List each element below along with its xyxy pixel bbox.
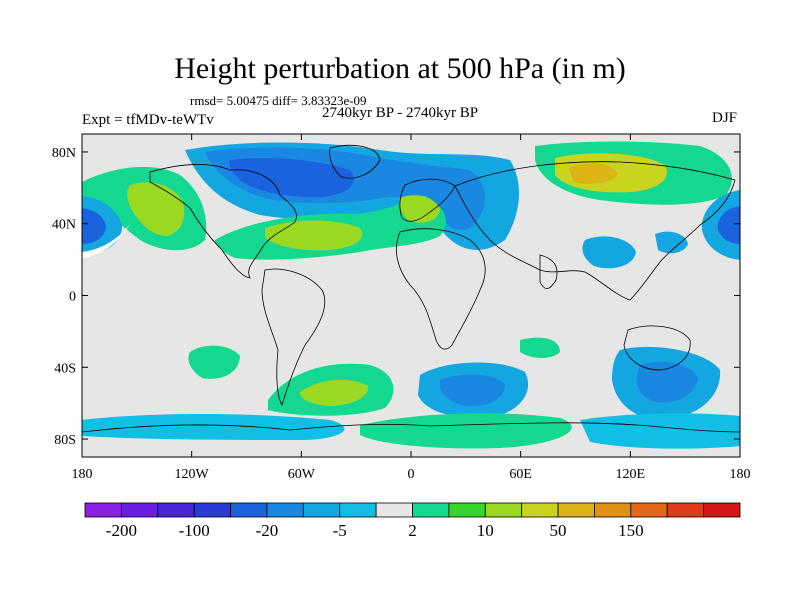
latitude-axis: 80N 40N 0 40S 80S — [52, 146, 740, 448]
colorbar-swatch-17 — [703, 502, 741, 518]
lat-tick-label-1: 40N — [52, 218, 76, 233]
field-region-australia-negative-core — [636, 361, 698, 403]
colorbar-swatch-12 — [521, 502, 559, 518]
period-label: 2740kyr BP - 2740kyr BP — [322, 105, 479, 121]
field-region-antarctic-east-negative — [580, 413, 740, 449]
field-region-pacific-positive-core — [127, 182, 185, 236]
coastline-south-america — [261, 268, 326, 406]
lon-tick-label-5: 120E — [616, 467, 646, 482]
field-region-antarctic-negative-band — [82, 414, 345, 440]
colorbar-label-3: -5 — [333, 521, 347, 540]
colorbar-swatch-10 — [448, 502, 486, 518]
field-region-west-negative-core — [82, 208, 106, 244]
field-region-china-negative — [582, 236, 636, 269]
colorbar-label-7: 150 — [618, 521, 644, 540]
plot-title: Height perturbation at 500 hPa (in m) — [174, 52, 626, 85]
lat-tick-label-0: 80N — [52, 146, 76, 161]
colorbar-swatch-11 — [484, 502, 523, 518]
coastlines — [82, 144, 740, 433]
colorbar-label-1: -100 — [179, 521, 210, 540]
field-region-south-atlantic-positive-core — [300, 379, 369, 406]
coastline-europe — [399, 178, 456, 222]
field-region-white-gap — [82, 224, 130, 258]
colorbar: -200 -100 -20 -5 2 10 50 150 — [84, 502, 741, 540]
coastline-africa — [396, 228, 486, 350]
coastline-india — [539, 254, 558, 289]
coastline-north-america — [149, 163, 297, 279]
lat-tick-label-3: 40S — [54, 361, 76, 376]
colorbar-swatch-15 — [630, 502, 668, 518]
experiment-label: Expt = tfMDv-teWTv — [82, 112, 214, 128]
field-region-atlantic-positive-core — [265, 220, 363, 251]
longitude-axis: 180 120W 60W 0 60E 120E 180 — [72, 134, 751, 482]
field-region-east-negative-core — [717, 206, 740, 244]
colorbar-swatch-13 — [557, 502, 595, 518]
field-region-south-indian-negative-core — [439, 374, 505, 407]
coastline-australia — [623, 325, 691, 371]
coastline-antarctica — [82, 422, 740, 433]
lat-tick-label-2: 0 — [69, 290, 76, 305]
field-region-europe-positive — [399, 195, 440, 223]
colorbar-swatch-0 — [84, 502, 122, 518]
lon-tick-label-6: 180 — [730, 467, 751, 482]
lon-tick-label-4: 60E — [509, 467, 532, 482]
lon-tick-label-2: 60W — [288, 467, 316, 482]
colorbar-swatch-5 — [266, 502, 304, 518]
lon-tick-label-0: 180 — [72, 467, 93, 482]
field-region-arctic-negative-deep — [229, 158, 354, 198]
colorbar-swatch-2 — [157, 502, 195, 518]
height-field — [82, 141, 740, 449]
colorbar-swatch-14 — [594, 502, 632, 518]
colorbar-swatch-8 — [375, 502, 413, 518]
lon-tick-label-1: 120W — [175, 467, 210, 482]
field-region-asia-positive-deep — [568, 163, 618, 184]
coastline-asia — [454, 161, 736, 301]
colorbar-swatch-16 — [666, 502, 705, 518]
lat-tick-label-4: 80S — [54, 433, 76, 448]
colorbar-label-0: -200 — [106, 521, 137, 540]
colorbar-swatch-9 — [412, 502, 450, 518]
colorbar-swatch-3 — [193, 502, 231, 518]
lon-tick-label-3: 0 — [408, 467, 415, 482]
colorbar-label-5: 10 — [477, 521, 494, 540]
coastline-greenland — [329, 144, 381, 179]
colorbar-label-2: -20 — [256, 521, 279, 540]
field-region-japan-negative — [655, 231, 688, 254]
colorbar-label-6: 50 — [550, 521, 567, 540]
field-region-southeast-pacific-positive — [520, 337, 560, 358]
field-region-south-pacific-positive — [188, 345, 240, 379]
season-label: DJF — [712, 110, 738, 126]
colorbar-swatch-7 — [339, 502, 377, 518]
colorbar-swatch-1 — [120, 502, 159, 518]
field-region-antarctic-positive — [360, 413, 572, 449]
colorbar-swatch-4 — [230, 502, 268, 518]
colorbar-label-4: 2 — [408, 521, 417, 540]
colorbar-swatch-6 — [302, 502, 341, 518]
stats-line: rmsd= 5.00475 diff= 3.83323e-09 — [190, 93, 367, 108]
